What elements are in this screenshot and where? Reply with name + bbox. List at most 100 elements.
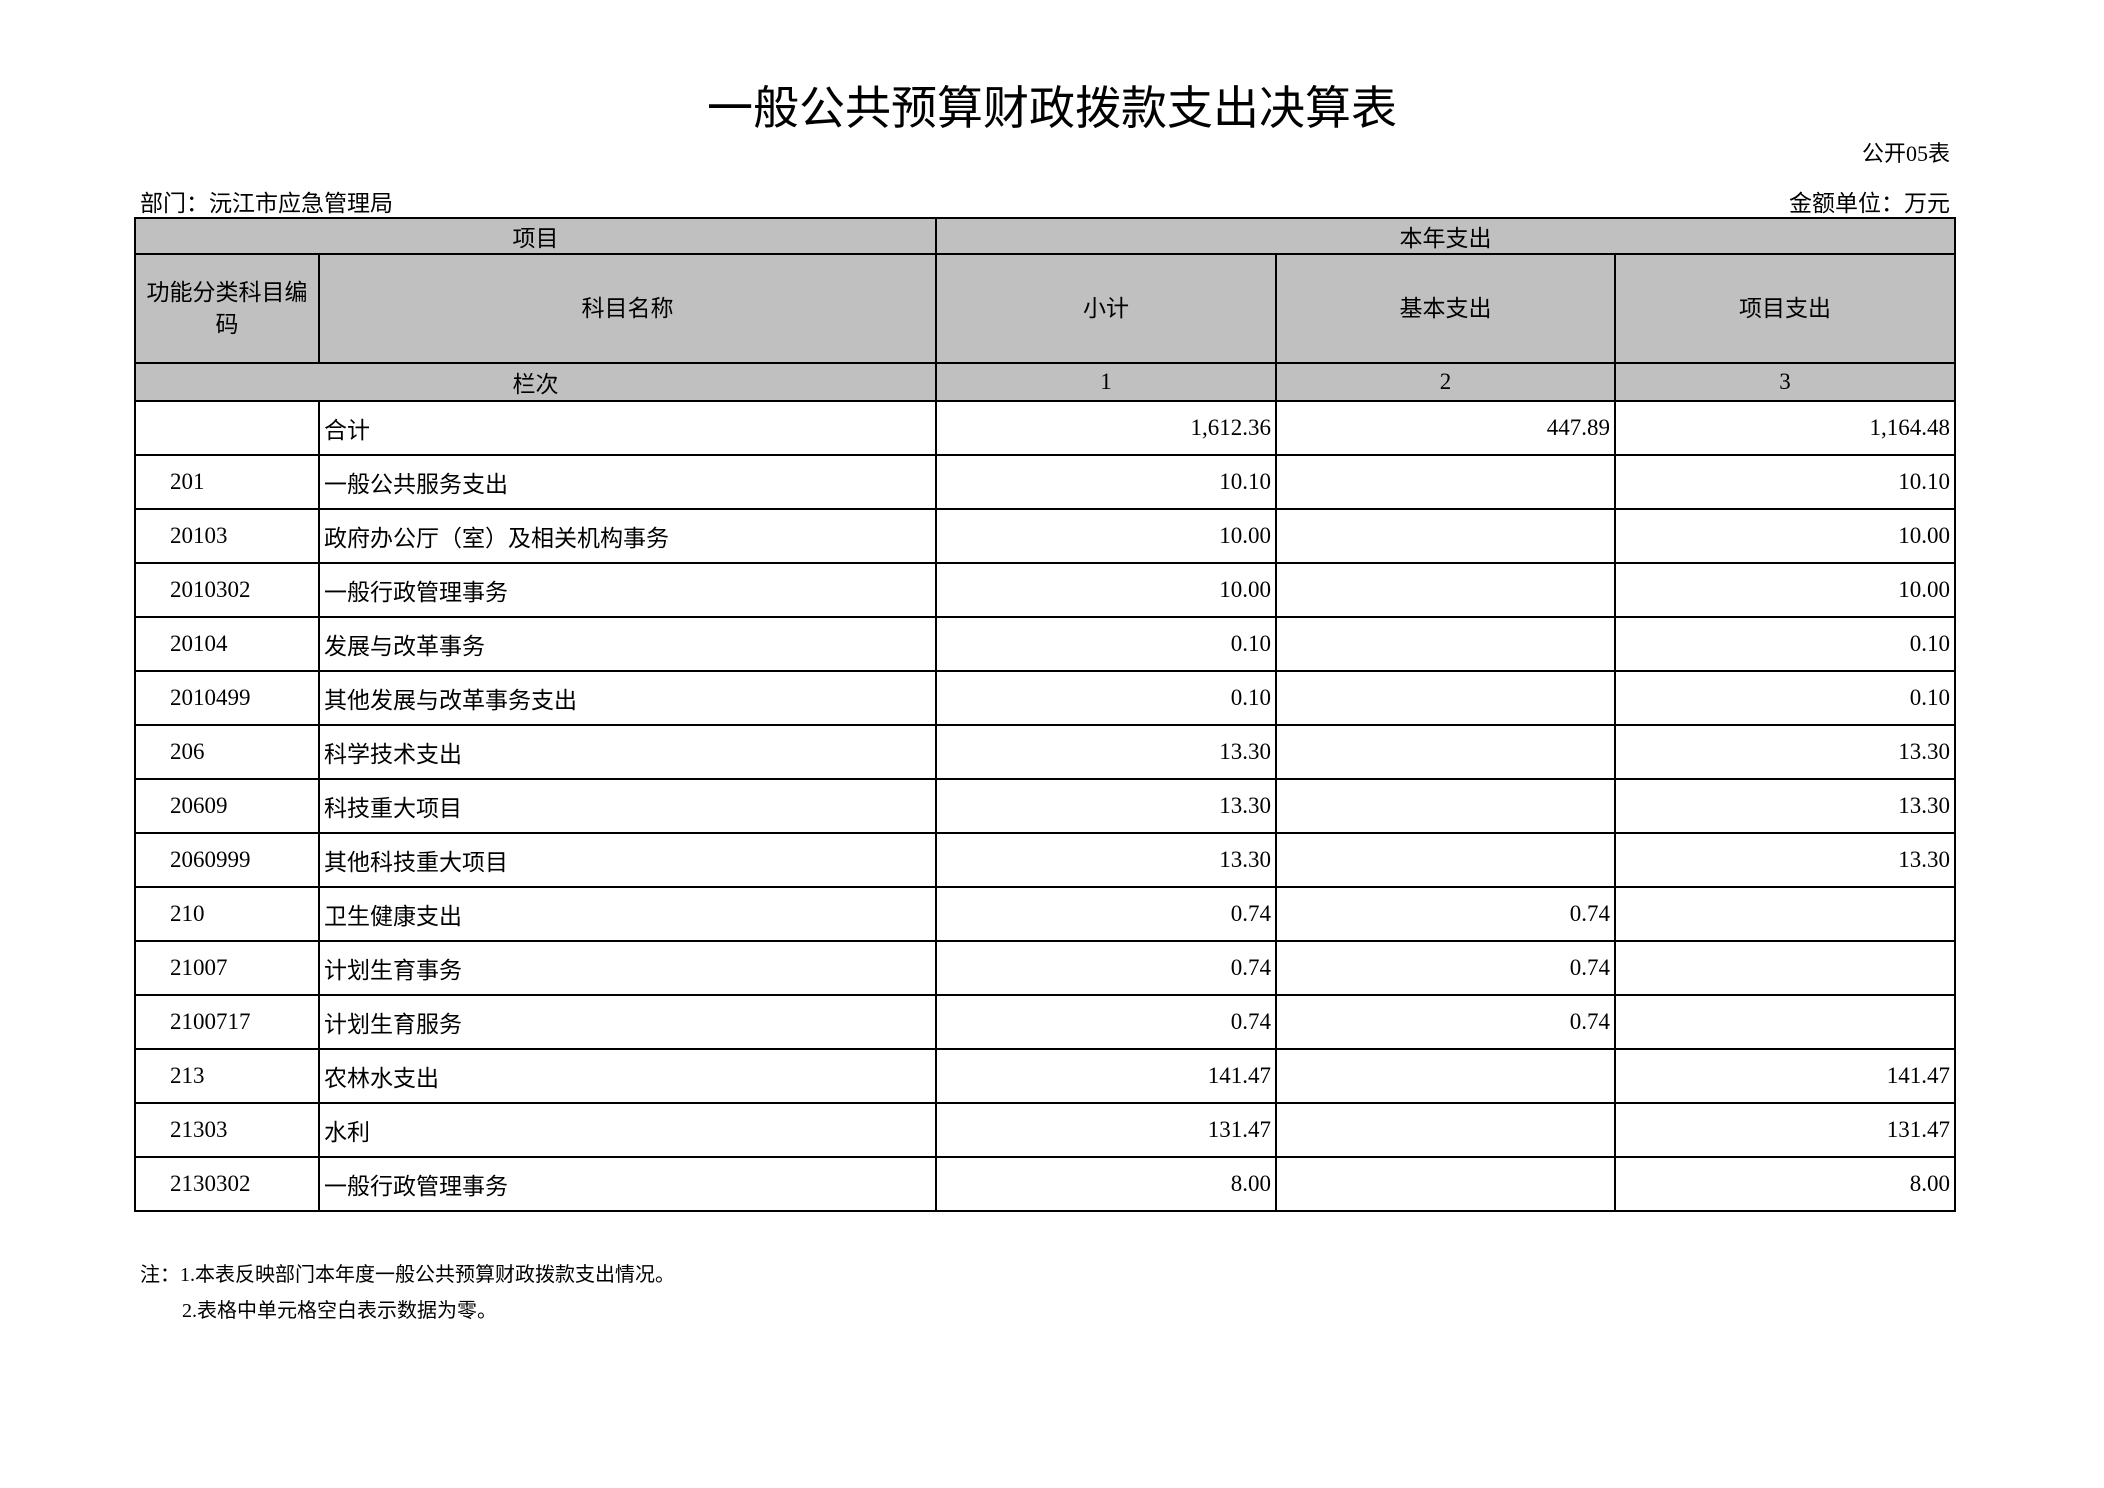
name-cell: 其他发展与改革事务支出 [318, 670, 937, 726]
code-cell: 206 [134, 724, 320, 780]
table-row: 21303 水利 131.47 131.47 [134, 1102, 1956, 1158]
basic-cell [1275, 1102, 1616, 1158]
code-cell: 20103 [134, 508, 320, 564]
header-current-year: 本年支出 [935, 217, 1956, 255]
code-cell: 210 [134, 886, 320, 942]
name-cell: 水利 [318, 1102, 937, 1158]
department-label: 部门：沅江市应急管理局 [140, 191, 393, 216]
project-cell: 10.00 [1614, 508, 1956, 564]
header-code: 功能分类科目编码 [134, 253, 320, 364]
header-col3: 3 [1614, 362, 1956, 402]
basic-cell [1275, 832, 1616, 888]
project-cell: 8.00 [1614, 1156, 1956, 1212]
subtotal-cell: 0.10 [935, 616, 1277, 672]
header-col2: 2 [1275, 362, 1616, 402]
subtotal-cell: 0.10 [935, 670, 1277, 726]
table-row: 20104 发展与改革事务 0.10 0.10 [134, 616, 1956, 672]
basic-cell [1275, 508, 1616, 564]
header-name: 科目名称 [318, 253, 937, 364]
basic-cell [1275, 778, 1616, 834]
table-row: 213 农林水支出 141.47 141.47 [134, 1048, 1956, 1104]
name-cell: 科学技术支出 [318, 724, 937, 780]
basic-cell: 0.74 [1275, 994, 1616, 1050]
subtotal-cell: 13.30 [935, 778, 1277, 834]
code-cell: 2010302 [134, 562, 320, 618]
name-cell: 发展与改革事务 [318, 616, 937, 672]
header-project: 项目 [134, 217, 937, 255]
table-row: 2060999 其他科技重大项目 13.30 13.30 [134, 832, 1956, 888]
code-cell: 21007 [134, 940, 320, 996]
name-cell: 农林水支出 [318, 1048, 937, 1104]
header-col1: 1 [935, 362, 1277, 402]
project-cell: 141.47 [1614, 1048, 1956, 1104]
header-row: 栏次 1 2 3 [134, 362, 1956, 402]
basic-cell: 0.74 [1275, 886, 1616, 942]
table-row: 2010499 其他发展与改革事务支出 0.10 0.10 [134, 670, 1956, 726]
subtotal-cell: 10.00 [935, 562, 1277, 618]
subtotal-cell: 131.47 [935, 1102, 1277, 1158]
project-cell: 0.10 [1614, 670, 1956, 726]
name-cell: 科技重大项目 [318, 778, 937, 834]
project-cell [1614, 940, 1956, 996]
table-row: 20103 政府办公厅（室）及相关机构事务 10.00 10.00 [134, 508, 1956, 564]
name-cell: 卫生健康支出 [318, 886, 937, 942]
project-cell: 1,164.48 [1614, 400, 1956, 456]
table-row: 210 卫生健康支出 0.74 0.74 [134, 886, 1956, 942]
basic-cell [1275, 670, 1616, 726]
name-cell: 一般行政管理事务 [318, 562, 937, 618]
basic-cell [1275, 454, 1616, 510]
code-cell: 2060999 [134, 832, 320, 888]
table-row: 206 科学技术支出 13.30 13.30 [134, 724, 1956, 780]
code-cell: 20104 [134, 616, 320, 672]
table-row: 2010302 一般行政管理事务 10.00 10.00 [134, 562, 1956, 618]
subtotal-cell: 13.30 [935, 724, 1277, 780]
table-row: 2130302 一般行政管理事务 8.00 8.00 [134, 1156, 1956, 1212]
table-row: 合计 1,612.36 447.89 1,164.48 [134, 400, 1956, 456]
unit-label: 金额单位：万元 [1789, 191, 1950, 216]
basic-cell: 0.74 [1275, 940, 1616, 996]
subtotal-cell: 13.30 [935, 832, 1277, 888]
note-1: 注：1.本表反映部门本年度一般公共预算财政拨款支出情况。 [140, 1264, 675, 1286]
code-cell: 201 [134, 454, 320, 510]
basic-cell [1275, 724, 1616, 780]
header-basic: 基本支出 [1275, 253, 1616, 364]
subtotal-cell: 0.74 [935, 994, 1277, 1050]
code-cell: 21303 [134, 1102, 320, 1158]
table-row: 2100717 计划生育服务 0.74 0.74 [134, 994, 1956, 1050]
basic-cell [1275, 616, 1616, 672]
code-cell [134, 400, 320, 456]
subtotal-cell: 10.00 [935, 508, 1277, 564]
name-cell: 合计 [318, 400, 937, 456]
table-row: 201 一般公共服务支出 10.10 10.10 [134, 454, 1956, 510]
header-subtotal: 小计 [935, 253, 1277, 364]
project-cell: 0.10 [1614, 616, 1956, 672]
name-cell: 政府办公厅（室）及相关机构事务 [318, 508, 937, 564]
basic-cell [1275, 1156, 1616, 1212]
table-row: 21007 计划生育事务 0.74 0.74 [134, 940, 1956, 996]
name-cell: 其他科技重大项目 [318, 832, 937, 888]
code-cell: 2130302 [134, 1156, 320, 1212]
header-column-order: 栏次 [134, 362, 937, 402]
subtotal-cell: 10.10 [935, 454, 1277, 510]
code-cell: 2010499 [134, 670, 320, 726]
expenditure-table: 项目 本年支出 功能分类科目编码 科目名称 小计 基本支出 项目支出 栏次 1 … [134, 217, 1956, 1212]
form-number: 公开05表 [1861, 141, 1950, 166]
header-row: 项目 本年支出 [134, 217, 1956, 255]
basic-cell: 447.89 [1275, 400, 1616, 456]
project-cell: 10.10 [1614, 454, 1956, 510]
name-cell: 计划生育服务 [318, 994, 937, 1050]
basic-cell [1275, 1048, 1616, 1104]
name-cell: 一般公共服务支出 [318, 454, 937, 510]
name-cell: 一般行政管理事务 [318, 1156, 937, 1212]
note-2: 2.表格中单元格空白表示数据为零。 [182, 1300, 497, 1322]
code-cell: 2100717 [134, 994, 320, 1050]
subtotal-cell: 141.47 [935, 1048, 1277, 1104]
subtotal-cell: 0.74 [935, 886, 1277, 942]
code-cell: 213 [134, 1048, 320, 1104]
project-cell: 131.47 [1614, 1102, 1956, 1158]
table-row: 20609 科技重大项目 13.30 13.30 [134, 778, 1956, 834]
subtotal-cell: 8.00 [935, 1156, 1277, 1212]
name-cell: 计划生育事务 [318, 940, 937, 996]
project-cell [1614, 886, 1956, 942]
project-cell [1614, 994, 1956, 1050]
